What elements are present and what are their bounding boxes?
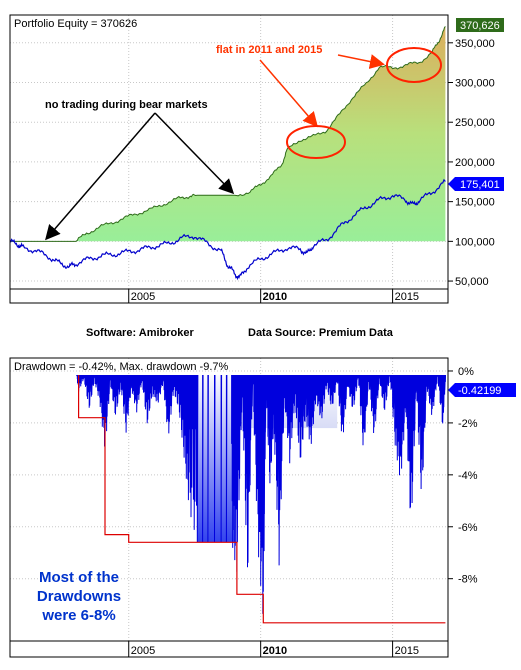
annotation-drawdowns-line1: Most of the	[39, 569, 119, 586]
equity-x-tick-label: 2015	[395, 291, 419, 303]
annotation-flat-periods: flat in 2011 and 2015	[216, 44, 322, 56]
equity-line	[10, 26, 446, 242]
equity-x-axis	[9, 288, 449, 304]
equity-y-tick-label: 350,000	[455, 38, 495, 50]
benchmark-value-badge: 175,401	[448, 177, 504, 191]
equity-y-tick-label: 50,000	[455, 276, 489, 288]
drawdown-y-tick-label: -4%	[458, 470, 478, 482]
arrow-bear-2002	[45, 112, 156, 241]
equity-y-tick-label: 300,000	[455, 78, 495, 90]
drawdown-y-tick-label: 0%	[458, 366, 474, 378]
drawdown-y-tick-label: -8%	[458, 574, 478, 586]
circle-flat-2011	[286, 125, 346, 159]
annotation-drawdowns-line3: were 6-8%	[41, 607, 115, 624]
drawdown-panel: 2005 2010 2015 0% -2% -4% -6% -8% Drawdown = -…	[9, 357, 516, 658]
annotation-bear-markets: no trading during bear markets	[45, 99, 208, 111]
equity-panel: 2005 2010 2015 50,000 100,000 150,000 200,000…	[9, 14, 504, 304]
drawdown-last-value: -0.42199	[458, 385, 501, 397]
drawdown-y-tick-label: -6%	[458, 522, 478, 534]
benchmark-last-value: 175,401	[460, 179, 500, 191]
drawdown-y-tick-label: -2%	[458, 418, 478, 430]
equity-y-tick-label: 150,000	[455, 197, 495, 209]
equity-area	[76, 26, 446, 242]
drawdown-x-axis	[9, 640, 449, 658]
drawdown-series	[76, 375, 447, 614]
annotation-drawdowns-line2: Drawdowns	[37, 588, 121, 605]
arrow-bear-2008	[154, 112, 235, 195]
drawdown-y-ticks: 0% -2% -4% -6% -8%	[448, 366, 478, 586]
equity-title: Portfolio Equity = 370626	[14, 18, 137, 30]
drawdown-x-ticks: 2005 2010 2015	[128, 641, 419, 657]
equity-value-badge: 370,626	[456, 18, 504, 32]
benchmark-line	[10, 178, 446, 281]
drawdown-title: Drawdown = -0.42%, Max. drawdown -9.7%	[14, 361, 229, 373]
drawdown-x-tick-label: 2010	[263, 645, 287, 657]
circle-flat-2015	[386, 47, 442, 83]
drawdown-x-tick-label: 2015	[395, 645, 419, 657]
equity-y-tick-label: 250,000	[455, 117, 495, 129]
equity-x-ticks: 2005 2010 2015	[128, 289, 419, 303]
drawdown-x-tick-label: 2005	[131, 645, 155, 657]
equity-x-tick-label: 2005	[131, 291, 155, 303]
arrow-flat-2011	[259, 59, 318, 128]
caption-data-source: Data Source: Premium Data	[248, 327, 394, 339]
caption-software: Software: Amibroker	[86, 327, 195, 339]
drawdown-band-2008	[197, 375, 236, 543]
equity-last-value: 370,626	[460, 20, 500, 32]
equity-x-tick-label: 2010	[263, 291, 287, 303]
equity-y-ticks: 50,000 100,000 150,000 200,000 250,000 300,00…	[448, 38, 495, 288]
equity-y-tick-label: 200,000	[455, 157, 495, 169]
arrow-flat-2015	[337, 54, 385, 69]
max-drawdown-line	[78, 375, 446, 624]
equity-y-tick-label: 100,000	[455, 236, 495, 248]
drawdown-value-badge: -0.42199	[448, 383, 516, 397]
